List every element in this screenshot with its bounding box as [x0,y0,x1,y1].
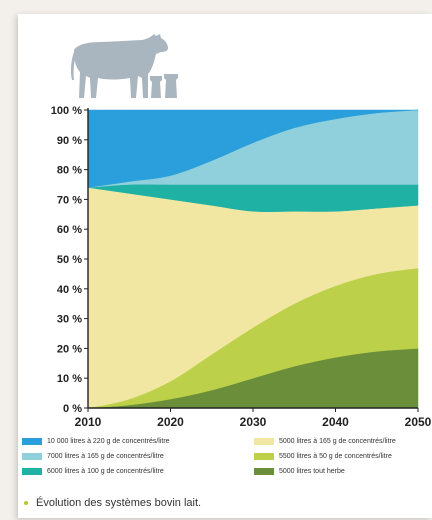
figure-caption: Évolution des systèmes bovin lait. [24,497,201,509]
legend-swatch [254,468,274,475]
x-tick-label: 2050 [405,415,432,429]
legend-label: 5000 litres tout herbe [279,468,345,475]
y-tick-label: 0 % [63,403,82,415]
area-series-5 [87,109,419,188]
legend-label: 7000 litres à 165 g de concentrés/litre [47,453,164,460]
bullet-icon [24,501,28,505]
y-tick-label: 40 % [57,284,82,296]
legend-swatch [22,438,42,445]
legend-label: 5500 litres à 50 g de concentrés/litre [279,453,392,460]
legend-swatch [254,453,274,460]
y-tick-label: 50 % [57,254,82,266]
legend-swatch [254,438,274,445]
legend-label: 6000 litres à 100 g de concentrés/litre [47,468,164,475]
y-tick-label: 90 % [57,135,82,147]
y-tick-label: 80 % [57,165,82,177]
y-tick-label: 70 % [57,194,82,206]
legend-label: 5000 litres à 165 g de concentrés/litre [279,438,396,445]
x-tick-label: 2040 [322,415,349,429]
legend: 10 000 litres à 220 g de concentrés/litr… [22,438,432,486]
legend-item: 7000 litres à 165 g de concentrés/litre [22,453,164,460]
legend-item: 5500 litres à 50 g de concentrés/litre [254,453,392,460]
legend-item: 5000 litres tout herbe [254,468,345,475]
legend-item: 6000 litres à 100 g de concentrés/litre [22,468,164,475]
stacked-area-chart: 0 % 10 % 20 % 30 % 40 % 50 % 60 % 70 % 80 % 90 % 1… [51,105,432,429]
legend-swatch [22,468,42,475]
y-tick-label: 10 % [57,373,82,385]
y-tick-label: 100 % [51,105,82,117]
y-tick-label: 30 % [57,314,82,326]
y-tick-label: 20 % [57,343,82,355]
legend-label: 10 000 litres à 220 g de concentrés/litr… [47,438,170,445]
chart-card: 0 % 10 % 20 % 30 % 40 % 50 % 60 % 70 % 80 % 90 % 1… [18,14,432,518]
legend-item: 10 000 litres à 220 g de concentrés/litr… [22,438,170,445]
x-tick-label: 2030 [240,415,267,429]
legend-swatch [22,453,42,460]
x-tick-label: 2010 [75,415,102,429]
caption-text: Évolution des systèmes bovin lait. [36,497,202,509]
y-tick-label: 60 % [57,224,82,236]
x-tick-label: 2020 [157,415,184,429]
cow-and-milk-cans-icon [68,32,186,115]
legend-item: 5000 litres à 165 g de concentrés/litre [254,438,396,445]
